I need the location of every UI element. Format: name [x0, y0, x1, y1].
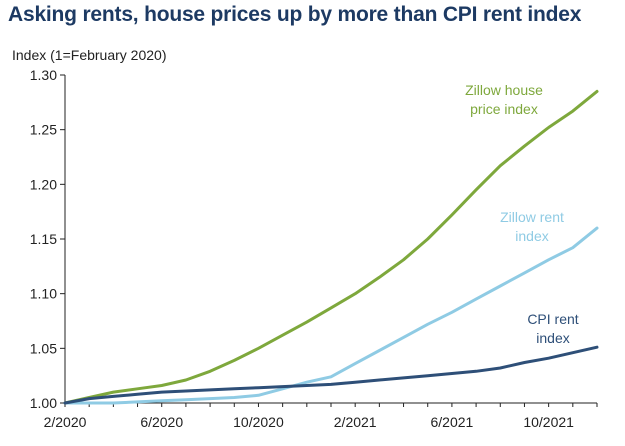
x-tick-label: 6/2021: [430, 414, 473, 430]
x-tick-label: 6/2020: [140, 414, 183, 430]
y-tick-label: 1.15: [30, 231, 57, 247]
y-tick-label: 1.30: [30, 67, 57, 83]
y-tick-label: 1.20: [30, 176, 57, 192]
axes: 1.00 1.05 1.10 1.15 1.20 1.25 1.30 2/2020 6/2020…: [30, 67, 598, 430]
y-tick-label: 1.10: [30, 286, 57, 302]
series-lines: [63, 89, 599, 405]
series-label-1: Zillow rent index: [500, 209, 564, 244]
series-line-2: [63, 345, 599, 405]
x-tick-label: 2/2020: [44, 414, 87, 430]
y-tick-label: 1.00: [30, 395, 57, 411]
x-tick-label: 10/2020: [233, 414, 284, 430]
series-line-0: [63, 89, 599, 405]
series-labels: Zillow house price index Zillow rent index C…: [465, 82, 579, 346]
series-label-2: CPI rent index: [527, 311, 578, 346]
y-tick-label: 1.05: [30, 340, 57, 356]
chart-title: Asking rents, house prices up by more th…: [8, 3, 582, 26]
y-axis-label: Index (1=February 2020): [12, 47, 167, 63]
x-tick-label: 10/2021: [523, 414, 574, 430]
x-tick-label: 2/2021: [334, 414, 377, 430]
series-line-1: [63, 226, 599, 405]
y-tick-label: 1.25: [30, 122, 57, 138]
series-label-0: Zillow house price index: [465, 82, 543, 117]
